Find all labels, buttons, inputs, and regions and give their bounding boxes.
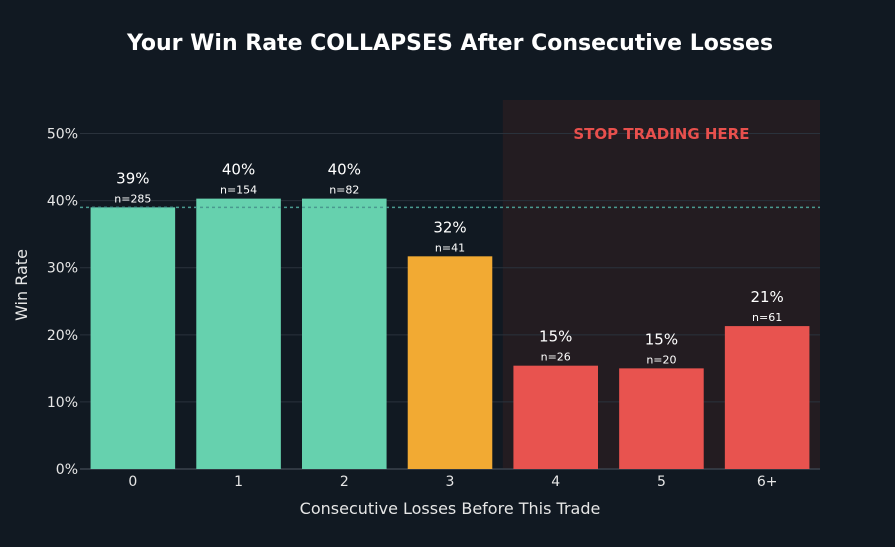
x-tick-label: 2 xyxy=(340,474,349,490)
value-label: 15% xyxy=(539,328,572,346)
stop-trading-label: STOP TRADING HERE xyxy=(573,125,749,143)
y-tick-label: 0% xyxy=(56,462,78,478)
chart-title: Your Win Rate COLLAPSES After Consecutiv… xyxy=(126,31,773,56)
bar-5[interactable] xyxy=(619,368,704,469)
value-label: 39% xyxy=(116,169,149,187)
bar-3[interactable] xyxy=(407,256,493,469)
x-tick-label: 4 xyxy=(551,474,560,490)
value-label: 15% xyxy=(645,330,678,348)
bar-2[interactable] xyxy=(302,198,387,469)
bar-1[interactable] xyxy=(196,198,281,469)
value-label: 32% xyxy=(433,218,466,236)
bar-0[interactable] xyxy=(90,207,176,469)
value-label: 21% xyxy=(750,288,783,306)
y-tick-label: 10% xyxy=(47,395,78,411)
y-tick-label: 20% xyxy=(47,328,78,344)
x-tick-label: 6+ xyxy=(757,474,778,490)
x-tick-label: 3 xyxy=(446,474,455,490)
value-label: 40% xyxy=(328,161,361,179)
value-label: 40% xyxy=(222,161,255,179)
x-tick-label: 0 xyxy=(128,474,137,490)
sample-size-label: n=285 xyxy=(114,192,151,205)
sample-size-label: n=26 xyxy=(541,351,571,364)
sample-size-label: n=154 xyxy=(220,184,257,197)
sample-size-label: n=20 xyxy=(646,353,676,366)
bar-6+[interactable] xyxy=(724,326,810,469)
bar-4[interactable] xyxy=(513,365,598,469)
y-tick-label: 40% xyxy=(47,194,78,210)
sample-size-label: n=61 xyxy=(752,311,782,324)
x-tick-label: 1 xyxy=(234,474,243,490)
y-axis-title: Win Rate xyxy=(12,249,31,321)
x-axis-title: Consecutive Losses Before This Trade xyxy=(300,499,601,518)
sample-size-label: n=41 xyxy=(435,241,465,254)
y-tick-label: 30% xyxy=(47,261,78,277)
y-tick-label: 50% xyxy=(47,127,78,143)
sample-size-label: n=82 xyxy=(329,184,359,197)
x-tick-label: 5 xyxy=(657,474,666,490)
